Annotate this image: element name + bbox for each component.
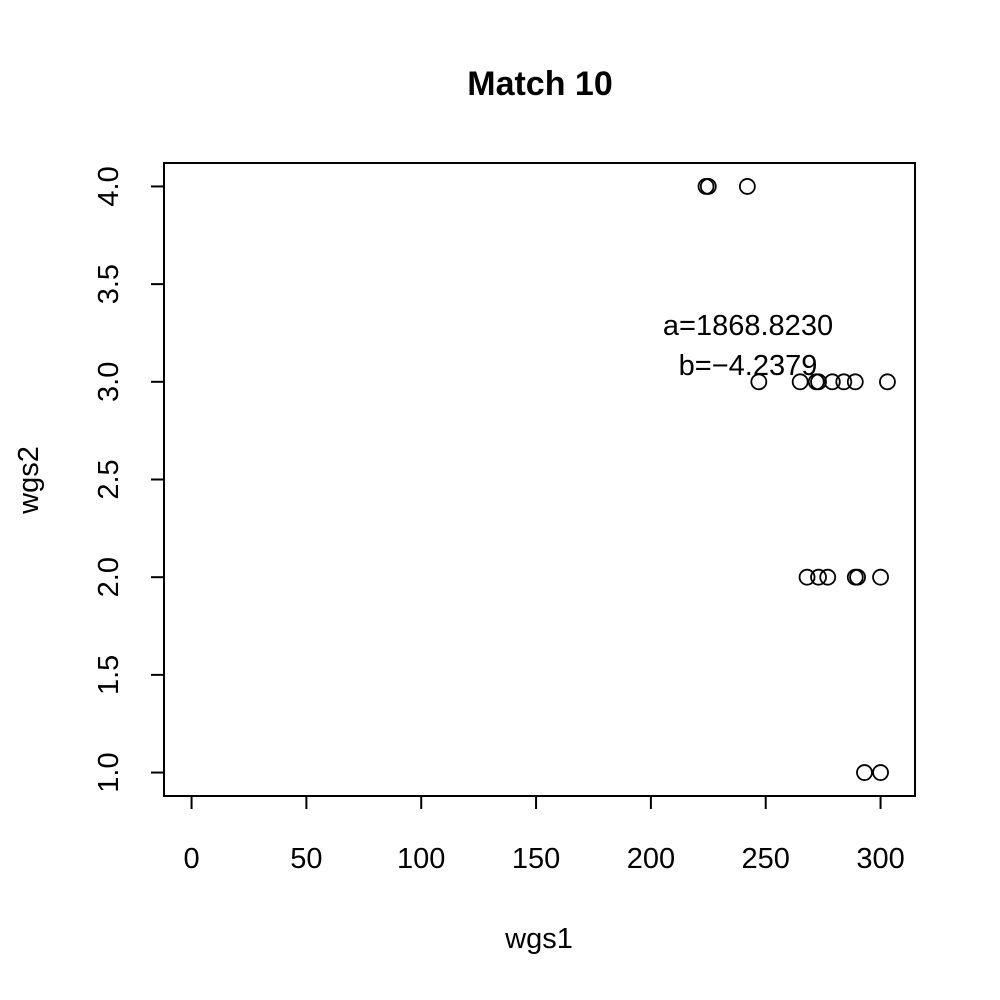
data-point	[750, 373, 768, 391]
x-tick-label: 150	[512, 843, 560, 875]
data-point	[699, 178, 717, 195]
y-tick-label: 1.0	[93, 752, 125, 792]
data-point	[872, 568, 889, 586]
data-point	[879, 373, 896, 391]
data-point	[835, 373, 853, 391]
data-point	[819, 568, 837, 586]
data-point	[798, 568, 816, 586]
y-tick-label: 3.0	[93, 362, 125, 402]
x-tick-label: 100	[397, 843, 445, 875]
x-axis: 0 50 100 150 200 250 300	[183, 795, 905, 875]
x-tick-label: 0	[183, 843, 199, 875]
y-tick-label: 2.5	[93, 459, 125, 499]
chart-title: Match 10	[467, 65, 613, 103]
data-points	[697, 178, 896, 781]
annotation-a: a=1868.8230	[663, 310, 833, 342]
data-point	[856, 764, 873, 781]
data-point	[846, 373, 864, 391]
plot-frame	[163, 162, 916, 797]
x-axis-label: wgs1	[504, 923, 573, 955]
y-tick-label: 2.0	[93, 557, 125, 597]
data-point	[872, 764, 889, 781]
data-point	[823, 373, 841, 391]
x-tick-label: 200	[627, 843, 675, 875]
x-tick-label: 250	[742, 843, 790, 875]
x-tick-label: 50	[290, 843, 322, 875]
annotation-b: b=−4.2379	[679, 350, 818, 382]
data-point	[849, 568, 866, 586]
y-tick-label: 4.0	[93, 166, 125, 206]
data-point	[791, 373, 809, 391]
data-point	[738, 178, 756, 195]
y-tick-label: 1.5	[93, 655, 125, 695]
data-point	[810, 568, 827, 586]
x-tick-label: 300	[856, 843, 904, 875]
y-axis-label: wgs2	[13, 446, 45, 515]
y-axis: 1.0 1.5 2.0 2.5 3.0 3.5 4.0	[93, 166, 165, 793]
data-point	[810, 373, 827, 391]
y-tick-label: 3.5	[93, 264, 125, 304]
